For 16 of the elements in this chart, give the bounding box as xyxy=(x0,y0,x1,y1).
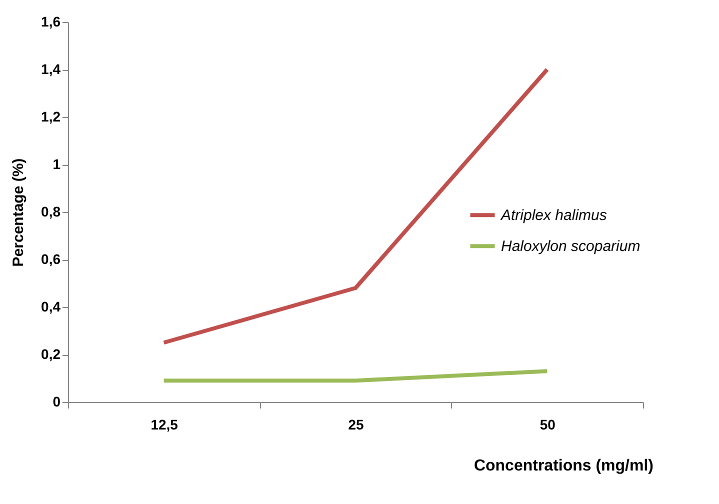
y-tick-label: 0,4 xyxy=(41,298,61,314)
y-tick-label: 0,8 xyxy=(41,204,61,220)
x-axis-title: Concentrations (mg/ml) xyxy=(474,458,654,474)
y-tick-label: 0 xyxy=(52,394,61,410)
y-tick-label: 1,2 xyxy=(41,108,61,124)
y-tick-label: 0,6 xyxy=(41,251,61,267)
y-tick-label: 1,4 xyxy=(41,61,61,77)
y-tick-label: 1 xyxy=(52,156,61,172)
y-axis-title: Percentage (%) xyxy=(10,158,28,267)
y-tick-label: 0,2 xyxy=(41,346,61,362)
x-tick-label: 25 xyxy=(348,416,364,432)
x-tick-label: 12,5 xyxy=(150,416,178,432)
y-tick-label: 1,6 xyxy=(41,14,61,30)
legend-label: Atriplex halimus xyxy=(500,207,608,224)
legend-label: Haloxylon scoparium xyxy=(501,238,640,256)
x-tick-label: 50 xyxy=(540,416,556,432)
